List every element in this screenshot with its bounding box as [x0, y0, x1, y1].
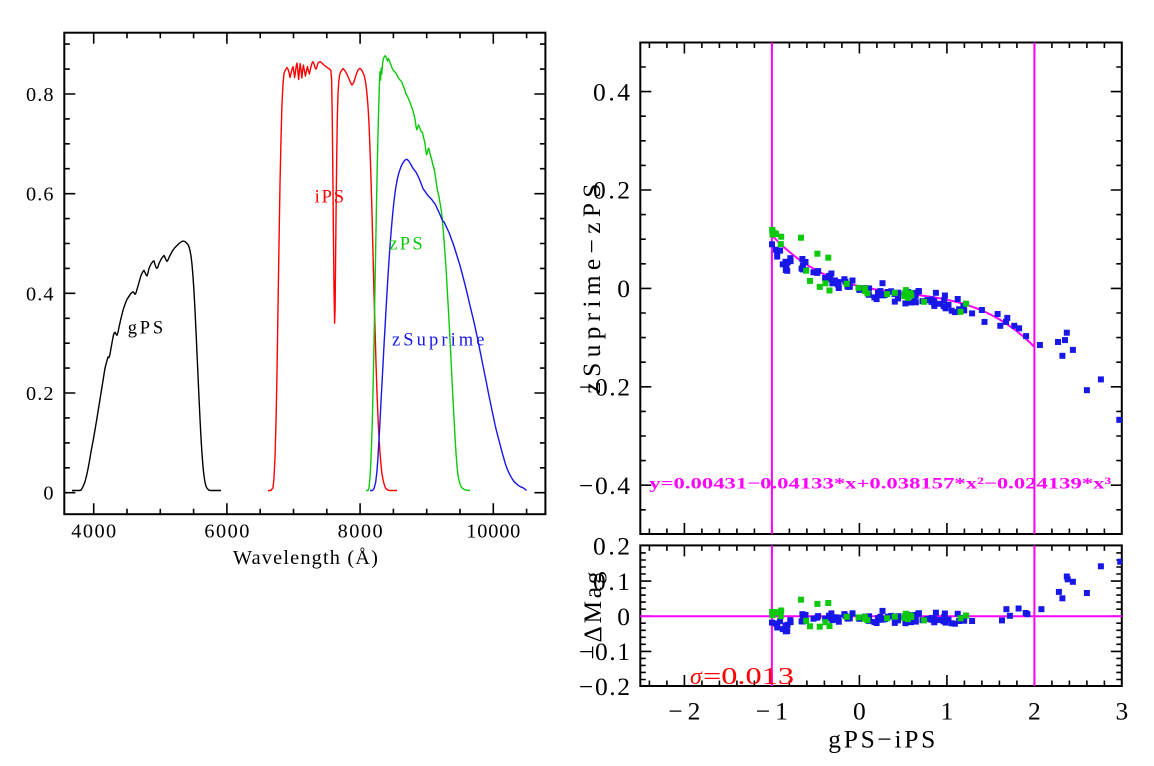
svg-text:σ: σ	[690, 664, 703, 690]
svg-text:0: 0	[43, 483, 53, 505]
svg-text:−0.2: −0.2	[579, 672, 630, 701]
svg-text:0.6: 0.6	[26, 184, 54, 206]
svg-text:2: 2	[1028, 697, 1041, 726]
svg-text:4000: 4000	[71, 521, 116, 543]
svg-text:zPS: zPS	[389, 235, 423, 255]
svg-text:Wavelength (Å): Wavelength (Å)	[233, 547, 378, 569]
svg-text:0.2: 0.2	[593, 532, 630, 561]
svg-text:3: 3	[1116, 697, 1129, 726]
svg-text:=0.013: =0.013	[703, 664, 794, 690]
svg-text:gPS: gPS	[128, 319, 164, 339]
svg-text:gPS−iPS: gPS−iPS	[828, 725, 935, 754]
svg-text:0.4: 0.4	[26, 283, 54, 305]
svg-text:0.2: 0.2	[593, 176, 630, 205]
svg-text:0.1: 0.1	[593, 567, 630, 596]
svg-text:10000: 10000	[466, 521, 520, 543]
svg-text:−0.4: −0.4	[579, 471, 630, 500]
svg-text:−ΔMag: −ΔMag	[578, 571, 607, 659]
svg-text:0.8: 0.8	[26, 84, 54, 106]
svg-text:−0.2: −0.2	[579, 373, 630, 402]
svg-text:6000: 6000	[204, 521, 249, 543]
svg-text:zSuprime: zSuprime	[392, 331, 485, 351]
svg-text:−0.1: −0.1	[579, 637, 630, 666]
svg-text:0: 0	[617, 602, 630, 631]
svg-text:1: 1	[941, 697, 954, 726]
svg-text:iPS: iPS	[315, 188, 345, 208]
svg-text:0.4: 0.4	[593, 77, 630, 106]
svg-text:0.2: 0.2	[26, 383, 54, 405]
svg-text:8000: 8000	[338, 521, 383, 543]
svg-text:y=0.00431−0.04133*x+0.038157*x: y=0.00431−0.04133*x+0.038157*x²−0.024139…	[649, 476, 1111, 493]
svg-text:0: 0	[853, 697, 866, 726]
svg-text:0: 0	[617, 274, 630, 303]
